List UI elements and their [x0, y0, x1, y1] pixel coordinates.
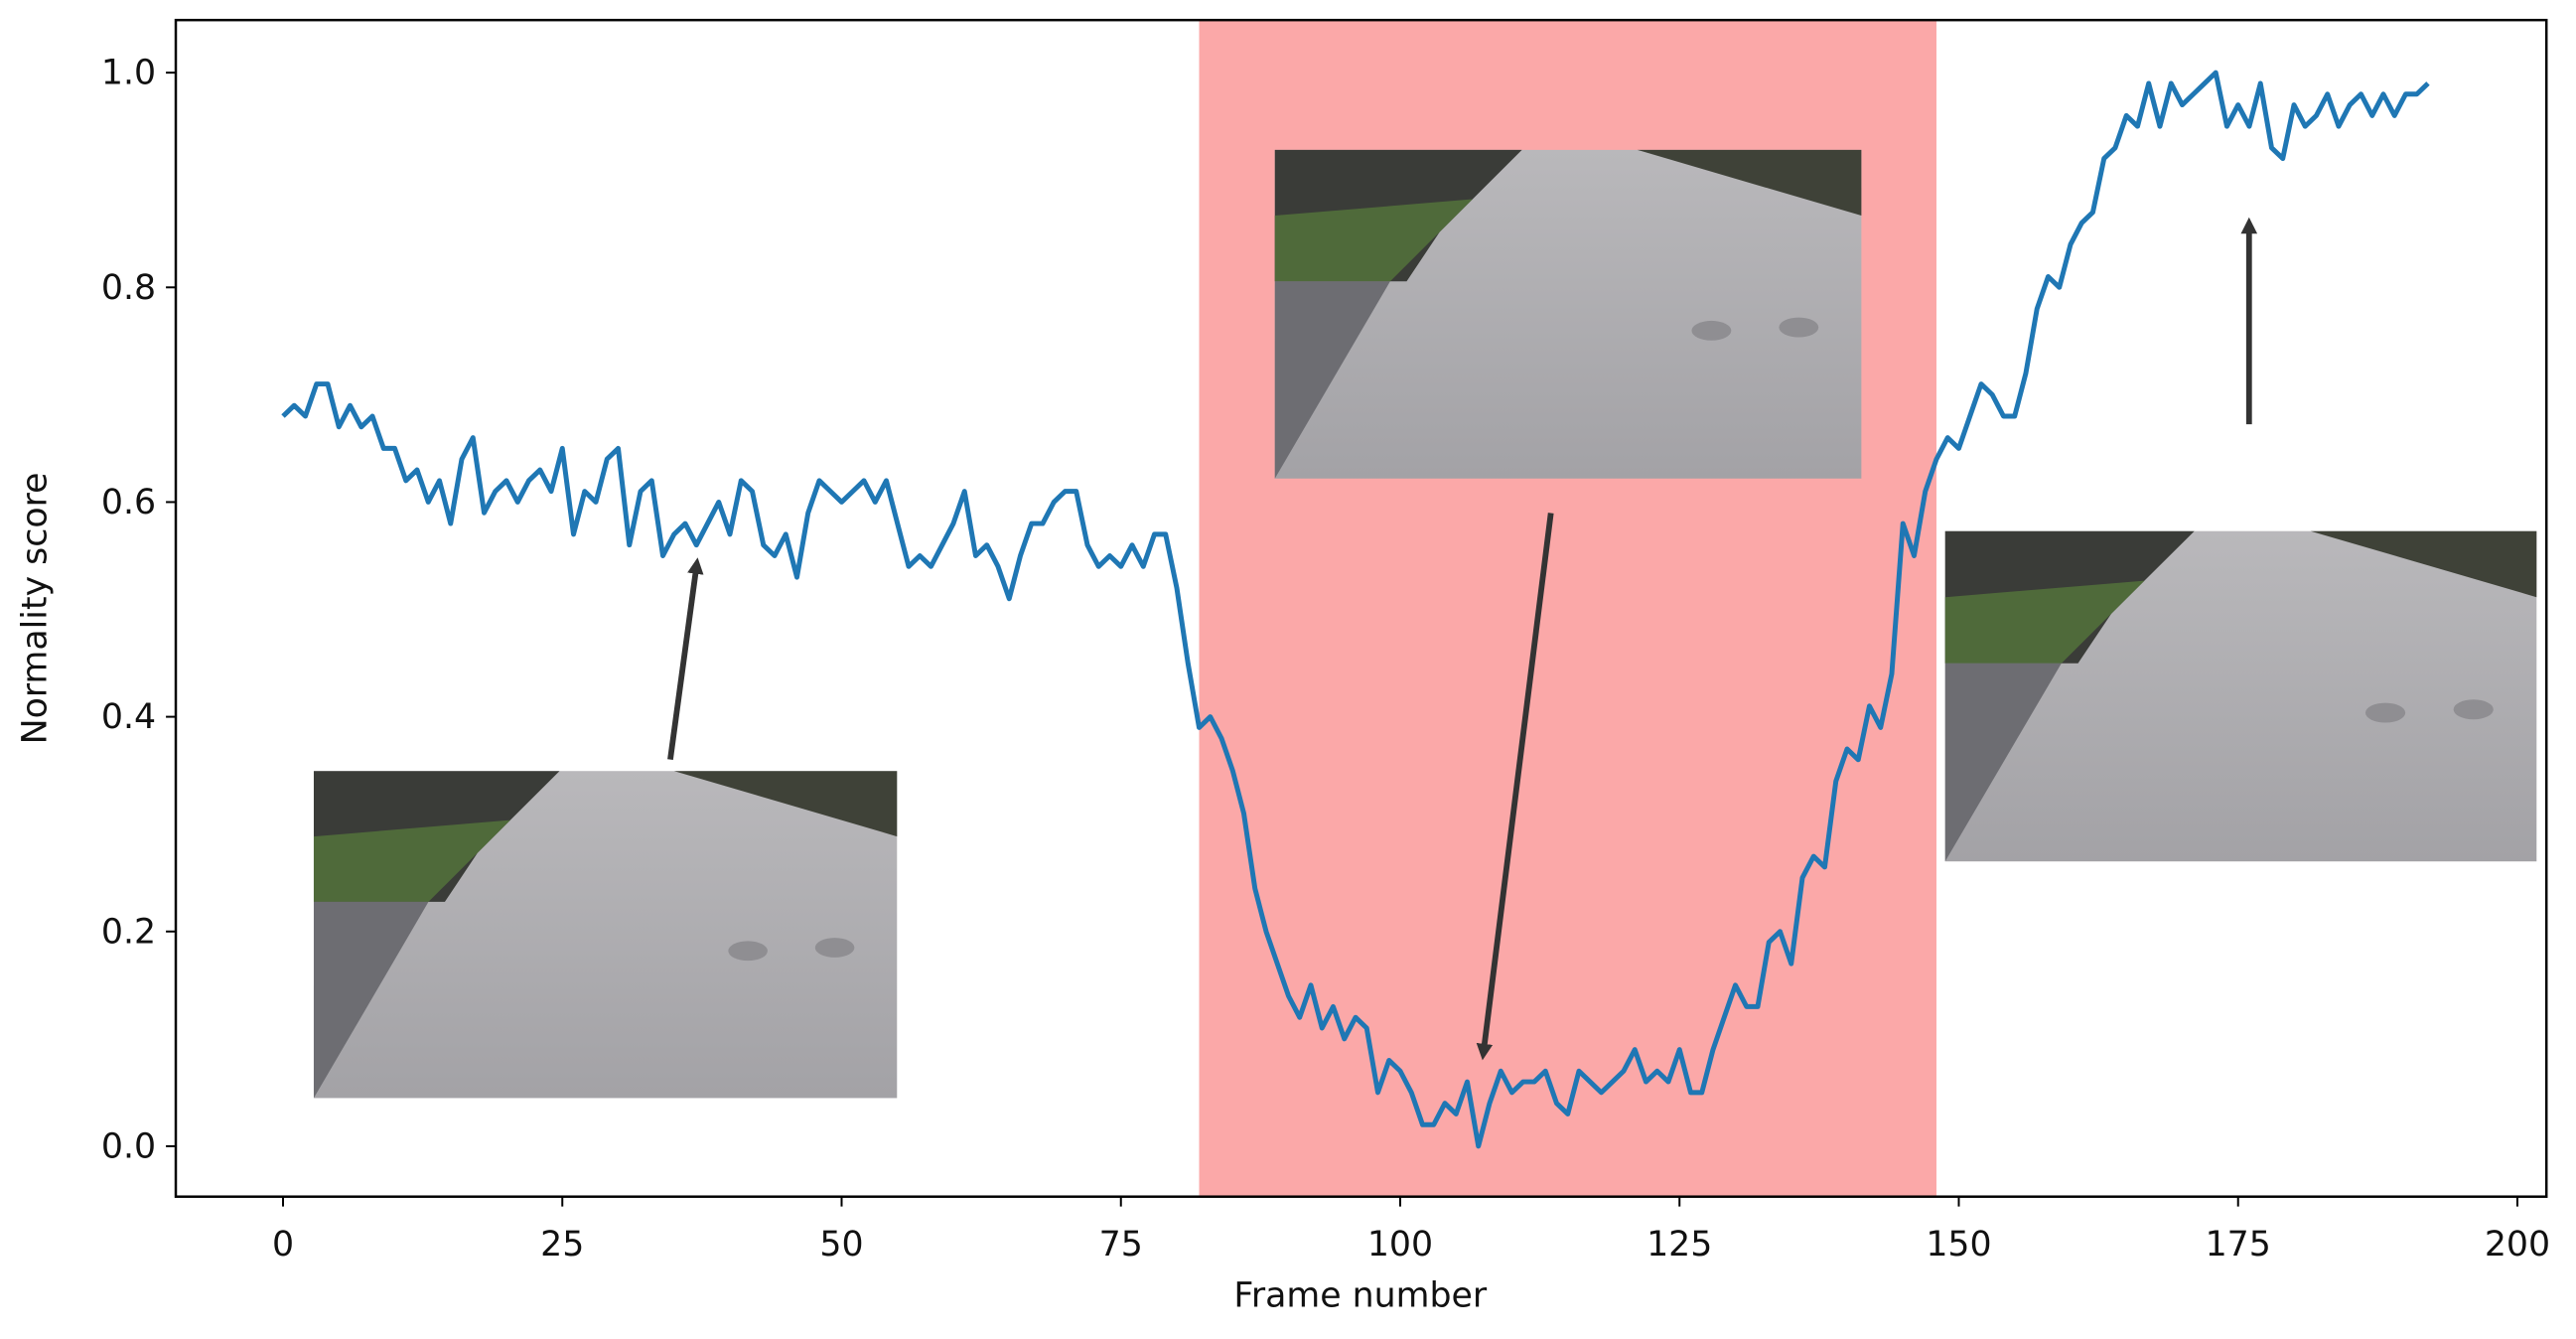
y-tick-label: 0.6 [101, 483, 156, 522]
y-tick-label: 1.0 [101, 54, 156, 93]
score-line [281, 70, 2430, 1149]
y-tick-label: 0.8 [101, 268, 156, 308]
x-axis-label: Frame number [1233, 1276, 1488, 1316]
y-tick-label: 0.0 [101, 1126, 156, 1166]
y-tick-label: 0.2 [101, 912, 156, 952]
x-tick-label: 0 [272, 1225, 294, 1265]
x-tick-label: 175 [2206, 1225, 2271, 1265]
plot-frame [174, 18, 2548, 1198]
x-tick-label: 150 [1926, 1225, 1991, 1265]
arrow [1476, 513, 1554, 1061]
y-tick-label: 0.4 [101, 697, 156, 737]
frame-thumbnail [313, 771, 898, 1099]
frame-thumbnail [1274, 149, 1862, 479]
y-axis-label: Normality score [15, 473, 55, 745]
x-tick-label: 200 [2485, 1225, 2550, 1265]
frame-thumbnail [1944, 530, 2537, 862]
x-tick-label: 25 [540, 1225, 584, 1265]
arrow [667, 557, 704, 761]
x-tick-label: 75 [1099, 1225, 1143, 1265]
x-tick-label: 125 [1646, 1225, 1712, 1265]
x-tick-label: 50 [819, 1225, 863, 1265]
x-tick-label: 100 [1367, 1225, 1433, 1265]
